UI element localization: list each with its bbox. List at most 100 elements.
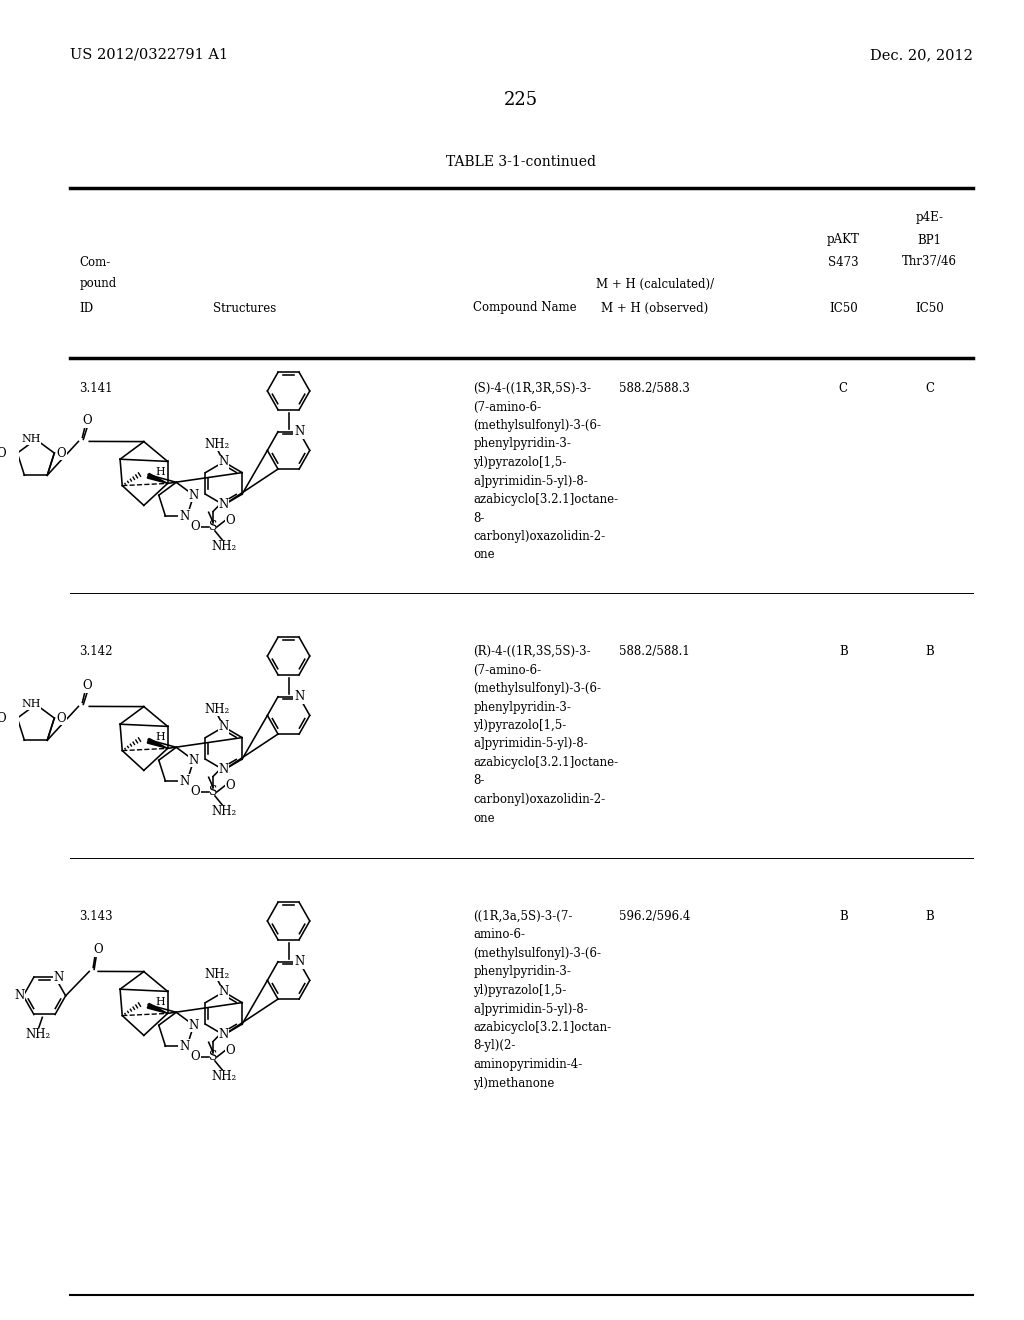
Text: O: O xyxy=(83,680,92,692)
Text: Dec. 20, 2012: Dec. 20, 2012 xyxy=(870,48,973,62)
Text: O: O xyxy=(190,785,201,799)
Text: N: N xyxy=(219,985,229,998)
Text: O: O xyxy=(225,513,236,527)
Text: NH₂: NH₂ xyxy=(205,438,230,450)
Text: ((1R,3a,5S)-3-(7-: ((1R,3a,5S)-3-(7- xyxy=(473,909,572,923)
Text: S: S xyxy=(209,1051,217,1064)
Text: Compound Name: Compound Name xyxy=(473,301,577,314)
Text: M + H (calculated)/: M + H (calculated)/ xyxy=(596,277,714,290)
Text: phenylpyridin-3-: phenylpyridin-3- xyxy=(473,701,571,714)
Text: S473: S473 xyxy=(828,256,859,268)
Text: 8-yl)(2-: 8-yl)(2- xyxy=(473,1040,515,1052)
Text: O: O xyxy=(93,942,103,956)
Text: carbonyl)oxazolidin-2-: carbonyl)oxazolidin-2- xyxy=(473,793,605,807)
Text: N: N xyxy=(179,510,189,523)
Text: N: N xyxy=(179,775,189,788)
Text: (R)-4-((1R,3S,5S)-3-: (R)-4-((1R,3S,5S)-3- xyxy=(473,645,591,657)
Text: 8-: 8- xyxy=(473,775,484,788)
Text: phenylpyridin-3-: phenylpyridin-3- xyxy=(473,437,571,450)
Text: H: H xyxy=(156,733,166,742)
Text: (methylsulfonyl)-3-(6-: (methylsulfonyl)-3-(6- xyxy=(473,682,601,696)
Text: O: O xyxy=(190,1051,201,1064)
Text: IC50: IC50 xyxy=(829,301,858,314)
Polygon shape xyxy=(147,1003,168,1014)
Text: yl)pyrazolo[1,5-: yl)pyrazolo[1,5- xyxy=(473,719,566,733)
Text: NH₂: NH₂ xyxy=(26,1028,50,1041)
Text: US 2012/0322791 A1: US 2012/0322791 A1 xyxy=(70,48,227,62)
Text: O: O xyxy=(56,711,66,725)
Text: a]pyrimidin-5-yl)-8-: a]pyrimidin-5-yl)-8- xyxy=(473,738,588,751)
Text: B: B xyxy=(926,645,934,657)
Text: pound: pound xyxy=(80,277,117,290)
Text: amino-6-: amino-6- xyxy=(473,928,525,941)
Text: TABLE 3-1-continued: TABLE 3-1-continued xyxy=(446,154,596,169)
Text: NH₂: NH₂ xyxy=(205,702,230,715)
Text: H: H xyxy=(156,998,166,1007)
Text: ID: ID xyxy=(80,301,93,314)
Text: O: O xyxy=(83,414,92,428)
Text: one: one xyxy=(473,549,495,561)
Text: BP1: BP1 xyxy=(918,234,942,247)
Text: NH₂: NH₂ xyxy=(205,968,230,981)
Text: NH₂: NH₂ xyxy=(211,540,237,553)
Text: (methylsulfonyl)-3-(6-: (methylsulfonyl)-3-(6- xyxy=(473,418,601,432)
Polygon shape xyxy=(147,738,168,748)
Text: N: N xyxy=(219,499,229,511)
Text: aminopyrimidin-4-: aminopyrimidin-4- xyxy=(473,1059,583,1071)
Text: N: N xyxy=(14,989,25,1002)
Text: N: N xyxy=(219,763,229,776)
Text: NH: NH xyxy=(22,434,41,445)
Text: O: O xyxy=(225,779,236,792)
Text: azabicyclo[3.2.1]octane-: azabicyclo[3.2.1]octane- xyxy=(473,756,618,770)
Text: yl)pyrazolo[1,5-: yl)pyrazolo[1,5- xyxy=(473,983,566,997)
Text: S: S xyxy=(209,785,217,799)
Text: O: O xyxy=(225,1044,236,1057)
Text: azabicyclo[3.2.1]octan-: azabicyclo[3.2.1]octan- xyxy=(473,1020,611,1034)
Text: O: O xyxy=(0,446,6,459)
Text: azabicyclo[3.2.1]octane-: azabicyclo[3.2.1]octane- xyxy=(473,492,618,506)
Text: (S)-4-((1R,3R,5S)-3-: (S)-4-((1R,3R,5S)-3- xyxy=(473,381,591,395)
Text: phenylpyridin-3-: phenylpyridin-3- xyxy=(473,965,571,978)
Text: H: H xyxy=(156,467,166,478)
Text: NH₂: NH₂ xyxy=(211,1071,237,1084)
Text: N: N xyxy=(54,970,65,983)
Text: (7-amino-6-: (7-amino-6- xyxy=(473,400,542,413)
Text: p4E-: p4E- xyxy=(915,211,944,224)
Text: N: N xyxy=(219,1028,229,1041)
Text: S: S xyxy=(209,520,217,533)
Text: one: one xyxy=(473,812,495,825)
Text: NH: NH xyxy=(22,700,41,709)
Text: C: C xyxy=(926,381,934,395)
Text: N: N xyxy=(188,1019,199,1032)
Text: M + H (observed): M + H (observed) xyxy=(601,301,709,314)
Text: B: B xyxy=(839,909,848,923)
Text: NH₂: NH₂ xyxy=(211,805,237,818)
Text: N: N xyxy=(294,425,304,438)
Text: IC50: IC50 xyxy=(915,301,944,314)
Text: 596.2/596.4: 596.2/596.4 xyxy=(620,909,690,923)
Text: N: N xyxy=(219,721,229,734)
Text: a]pyrimidin-5-yl)-8-: a]pyrimidin-5-yl)-8- xyxy=(473,474,588,487)
Text: yl)methanone: yl)methanone xyxy=(473,1077,555,1089)
Text: N: N xyxy=(188,488,199,502)
Text: pAKT: pAKT xyxy=(827,234,860,247)
Text: N: N xyxy=(188,754,199,767)
Text: 588.2/588.3: 588.2/588.3 xyxy=(620,381,690,395)
Polygon shape xyxy=(147,474,168,483)
Text: N: N xyxy=(294,690,304,704)
Text: C: C xyxy=(839,381,848,395)
Text: 225: 225 xyxy=(504,91,539,110)
Text: 588.2/588.1: 588.2/588.1 xyxy=(620,645,690,657)
Text: (7-amino-6-: (7-amino-6- xyxy=(473,664,542,676)
Text: B: B xyxy=(926,909,934,923)
Text: 3.141: 3.141 xyxy=(80,381,113,395)
Text: yl)pyrazolo[1,5-: yl)pyrazolo[1,5- xyxy=(473,455,566,469)
Text: a]pyrimidin-5-yl)-8-: a]pyrimidin-5-yl)-8- xyxy=(473,1002,588,1015)
Text: 3.142: 3.142 xyxy=(80,645,113,657)
Text: N: N xyxy=(219,455,229,469)
Text: Com-: Com- xyxy=(80,256,111,268)
Text: N: N xyxy=(294,956,304,969)
Text: O: O xyxy=(190,520,201,533)
Text: Structures: Structures xyxy=(213,301,276,314)
Text: 3.143: 3.143 xyxy=(80,909,113,923)
